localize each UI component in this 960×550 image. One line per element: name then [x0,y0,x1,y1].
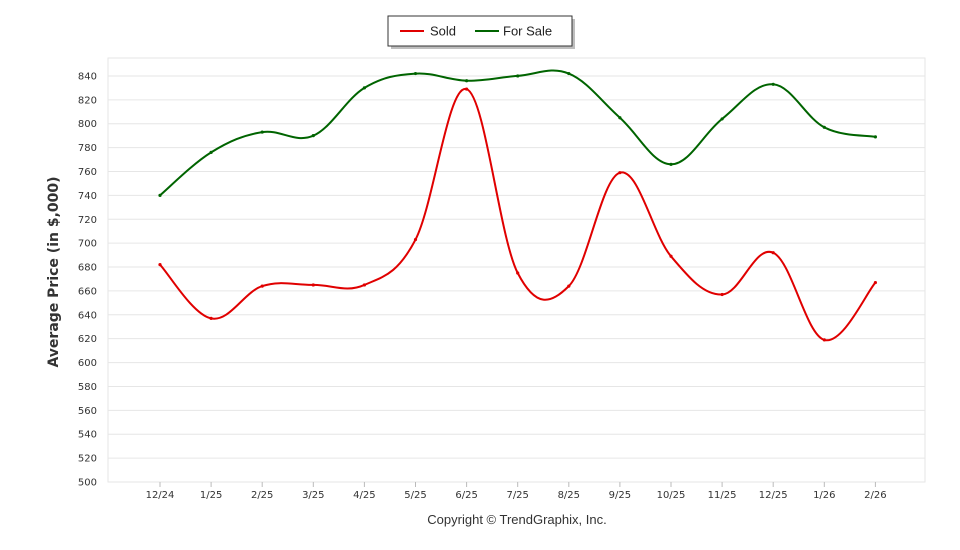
data-point-sold [362,283,366,287]
y-tick-label: 820 [78,95,97,106]
data-point-sold [158,263,162,267]
data-point-for-sale [413,71,418,76]
data-point-for-sale [771,82,775,86]
data-point-for-sale [311,134,315,138]
x-tick-label: 4/25 [353,490,375,501]
plot-frame [107,57,926,483]
x-axis-ticks: 12/24 1/25 2/25 3/25 4/25 5/25 6/25 7/25 8/25 9/2… [146,482,887,501]
data-point-for-sale [260,130,264,134]
y-tick-label: 580 [78,382,97,393]
data-point-for-sale [209,150,213,154]
data-point-sold [822,338,826,342]
x-tick-label: 2/25 [251,490,273,501]
y-tick-label: 560 [78,406,97,417]
x-tick-label: 11/25 [708,490,737,501]
data-point-for-sale [362,86,366,90]
data-point-sold [618,171,622,175]
data-point-for-sale [873,135,878,139]
y-tick-label: 700 [78,239,97,250]
y-tick-label: 780 [78,143,97,154]
data-point-sold [413,237,418,242]
y-tick-label: 800 [78,119,97,130]
data-point-sold [567,284,571,288]
y-tick-label: 680 [78,263,97,274]
data-point-sold [260,284,264,288]
series-lines [158,69,878,342]
series-line-for-sale [159,69,876,197]
x-tick-label: 8/25 [558,490,580,501]
data-point-sold [311,283,315,287]
data-point-sold [209,316,213,320]
data-point-sold [669,254,673,258]
data-point-sold [516,271,520,275]
legend-label: For Sale [503,24,552,39]
data-point-for-sale [567,71,571,76]
x-tick-label: 10/25 [657,490,686,501]
y-tick-label: 660 [78,286,97,297]
x-tick-label: 1/25 [200,490,222,501]
y-tick-label: 540 [78,430,97,441]
x-tick-label: 3/25 [302,490,324,501]
y-tick-label: 740 [78,191,97,202]
copyright-text: Copyright © TrendGraphix, Inc. [427,512,606,527]
x-tick-label: 7/25 [506,490,528,501]
y-tick-label: 520 [78,454,97,465]
data-point-sold [720,292,724,297]
data-point-for-sale [618,116,622,120]
data-point-for-sale [516,74,520,78]
x-tick-label: 1/26 [813,490,835,501]
x-tick-label: 6/25 [455,490,477,501]
x-tick-label: 2/26 [864,490,886,501]
data-point-sold [771,251,775,255]
y-axis-ticks: 500 520 540 560 580 600 620 640 660 680 700 720 740 7… [78,71,97,488]
data-point-sold [465,87,469,91]
y-tick-label: 500 [78,478,97,489]
legend: Sold For Sale [387,15,575,49]
data-point-for-sale [669,162,673,166]
data-point-sold [873,280,878,285]
x-tick-label: 12/25 [759,490,788,501]
data-point-for-sale [465,79,469,83]
y-tick-label: 720 [78,215,97,226]
y-tick-label: 840 [78,71,97,82]
x-tick-label: 12/24 [146,490,175,501]
data-point-for-sale [720,117,724,121]
y-tick-label: 760 [78,167,97,178]
grid-lines [107,57,926,483]
x-tick-label: 9/25 [609,490,631,501]
data-point-for-sale [158,193,162,197]
series-line-sold [159,88,877,341]
y-tick-label: 640 [78,310,97,321]
x-tick-label: 5/25 [404,490,426,501]
data-point-for-sale [822,125,826,129]
legend-label: Sold [430,24,456,39]
y-axis-label: Average Price (in $,000) [46,176,62,367]
y-tick-label: 620 [78,334,97,345]
y-tick-label: 600 [78,358,97,369]
